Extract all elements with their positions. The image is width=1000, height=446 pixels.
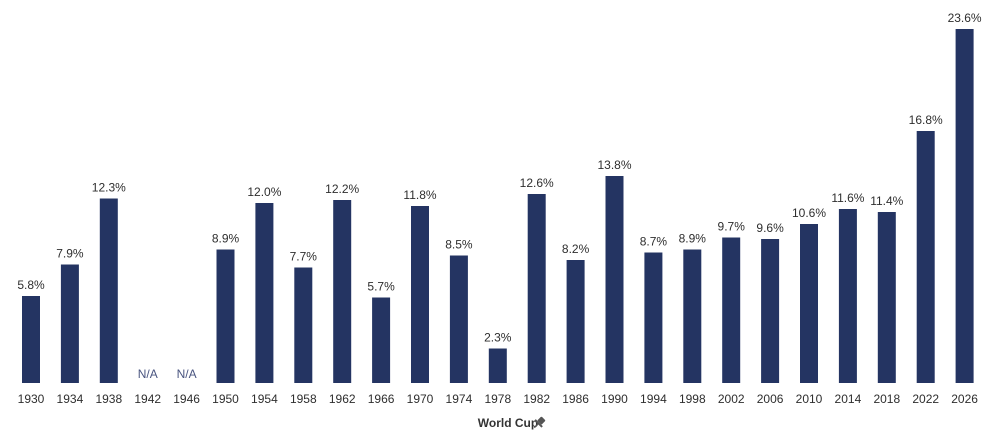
data-label-2006: 9.6% (756, 221, 784, 235)
data-label-2002: 9.7% (718, 220, 746, 234)
bar-1962 (333, 200, 352, 383)
x-tick-1930: 1930 (18, 392, 45, 406)
bar-1986 (566, 260, 585, 383)
x-tick-1946: 1946 (173, 392, 200, 406)
x-tick-1978: 1978 (484, 392, 511, 406)
x-tick-1990: 1990 (601, 392, 628, 406)
x-tick-2026: 2026 (951, 392, 978, 406)
data-label-2026: 23.6% (948, 11, 982, 25)
x-tick-2010: 2010 (796, 392, 823, 406)
bar-1978 (488, 348, 507, 383)
x-tick-2022: 2022 (912, 392, 939, 406)
bar-1994 (644, 252, 663, 383)
x-tick-1974: 1974 (446, 392, 473, 406)
x-tick-1966: 1966 (368, 392, 395, 406)
pin-icon (533, 416, 546, 429)
data-label-1954: 12.0% (247, 185, 281, 199)
data-label-1990: 13.8% (597, 158, 631, 172)
x-tick-2002: 2002 (718, 392, 745, 406)
bar-2026 (955, 29, 974, 383)
bar-1990 (605, 176, 624, 383)
x-tick-1938: 1938 (95, 392, 122, 406)
data-label-1950: 8.9% (212, 232, 240, 246)
bar-2006 (761, 239, 780, 383)
data-label-1934: 7.9% (56, 247, 84, 261)
bar-1970 (411, 206, 429, 383)
data-label-1958: 7.7% (290, 250, 318, 264)
x-tick-1954: 1954 (251, 392, 278, 406)
x-tick-1950: 1950 (212, 392, 239, 406)
x-tick-1934: 1934 (57, 392, 84, 406)
data-label-2010: 10.6% (792, 206, 826, 220)
x-tick-1958: 1958 (290, 392, 317, 406)
data-label-1998: 8.9% (679, 232, 707, 246)
bar-1950 (216, 249, 235, 383)
x-tick-1942: 1942 (134, 392, 161, 406)
data-label-2022: 16.8% (909, 113, 943, 127)
bar-2010 (800, 224, 818, 383)
bars-layer (22, 29, 974, 383)
x-tick-2006: 2006 (757, 392, 784, 406)
x-tick-2018: 2018 (873, 392, 900, 406)
bar-2002 (722, 237, 741, 383)
data-label-1930: 5.8% (17, 278, 45, 292)
data-label-2014: 11.6% (831, 191, 864, 205)
data-labels-layer: 5.8% 7.9% 12.3% N/A N/A 8.9% 12.0% 7.7% 12.2% 5.7… (17, 11, 982, 381)
data-label-1970: 11.8% (403, 188, 436, 202)
bar-2014 (838, 209, 857, 383)
data-label-1982: 12.6% (520, 176, 554, 190)
bar-1982 (527, 194, 546, 383)
bar-1934 (60, 264, 79, 383)
data-label-1966: 5.7% (367, 280, 395, 294)
bar-1954 (255, 203, 274, 383)
bar-2022 (916, 131, 935, 383)
data-label-1962: 12.2% (325, 182, 359, 196)
x-tick-1994: 1994 (640, 392, 667, 406)
data-label-2018: 11.4% (870, 194, 903, 208)
data-label-1978: 2.3% (484, 331, 512, 345)
bar-1930 (22, 296, 40, 383)
x-tick-1998: 1998 (679, 392, 706, 406)
data-label-1994: 8.7% (640, 235, 668, 249)
bar-1958 (294, 267, 313, 383)
x-tick-1982: 1982 (523, 392, 550, 406)
x-tick-2014: 2014 (835, 392, 862, 406)
x-tick-1986: 1986 (562, 392, 589, 406)
data-label-1986: 8.2% (562, 242, 590, 256)
bar-2018 (877, 212, 896, 383)
data-label-1942: N/A (138, 367, 158, 381)
bar-1938 (99, 198, 118, 383)
bar-1998 (683, 249, 702, 383)
data-label-1946: N/A (177, 367, 197, 381)
x-tick-1962: 1962 (329, 392, 356, 406)
bar-1974 (449, 255, 468, 383)
x-tick-labels-layer: 1930 1934 1938 1942 1946 1950 1954 1958 1962 1966… (18, 392, 979, 406)
data-label-1974: 8.5% (445, 238, 473, 252)
data-label-1938: 12.3% (92, 181, 126, 195)
bar-1966 (372, 297, 391, 383)
x-tick-1970: 1970 (407, 392, 434, 406)
x-axis-title: World Cup (478, 416, 538, 430)
